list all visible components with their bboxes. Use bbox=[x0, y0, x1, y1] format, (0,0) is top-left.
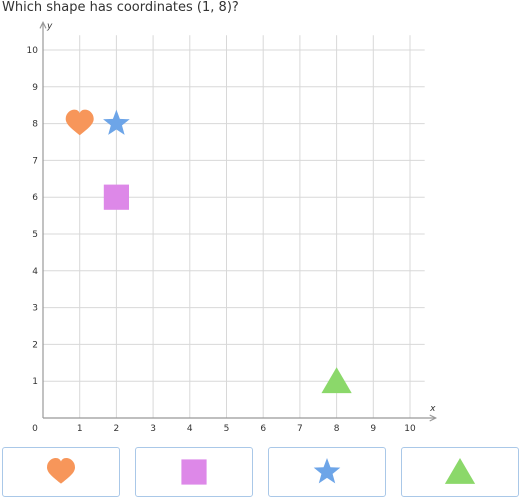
x-tick-label: 2 bbox=[114, 424, 120, 434]
x-tick-label: 6 bbox=[260, 424, 266, 434]
grid-lines bbox=[43, 35, 425, 418]
y-tick-label: 3 bbox=[32, 304, 38, 314]
origin-label: 0 bbox=[32, 424, 38, 434]
y-tick-label: 8 bbox=[32, 120, 38, 130]
square-icon bbox=[181, 459, 207, 485]
x-tick-label: 7 bbox=[297, 424, 303, 434]
question-text: Which shape has coordinates (1, 8)? bbox=[2, 0, 239, 15]
answer-choice-star[interactable] bbox=[268, 447, 386, 497]
x-tick-label: 8 bbox=[334, 424, 340, 434]
x-tick-label: 3 bbox=[150, 424, 156, 434]
coordinate-grid: x y 1 2 3 4 5 6 7 8 9 10 1 2 3 4 5 6 7 8 9 10 0 bbox=[27, 21, 438, 434]
y-tick-label: 7 bbox=[32, 156, 38, 166]
star-icon bbox=[313, 458, 341, 484]
triangle-icon bbox=[444, 458, 476, 484]
x-axis-arrow bbox=[429, 414, 438, 422]
y-axis-label: y bbox=[46, 22, 53, 32]
y-tick-label: 10 bbox=[27, 46, 39, 56]
plotted-shapes bbox=[65, 109, 352, 394]
y-tick-label: 9 bbox=[32, 83, 38, 93]
x-tick-label: 5 bbox=[224, 424, 230, 434]
heart-icon bbox=[47, 458, 75, 484]
y-tick-label: 6 bbox=[32, 193, 38, 203]
answer-choice-square[interactable] bbox=[135, 447, 253, 497]
plotted-heart bbox=[65, 109, 94, 136]
y-tick-label: 2 bbox=[32, 340, 38, 350]
x-tick-label: 4 bbox=[187, 424, 193, 434]
triangle-icon bbox=[444, 458, 476, 484]
axes bbox=[39, 21, 438, 422]
plotted-triangle bbox=[321, 367, 352, 394]
answer-choice-triangle[interactable] bbox=[401, 447, 519, 497]
plotted-star bbox=[103, 109, 130, 135]
x-tick-label: 10 bbox=[404, 424, 416, 434]
star-icon bbox=[313, 458, 341, 484]
heart-icon bbox=[47, 458, 75, 484]
square-icon bbox=[181, 459, 207, 485]
y-tick-label: 5 bbox=[32, 230, 38, 240]
plotted-square bbox=[103, 184, 129, 210]
tick-labels: x y 1 2 3 4 5 6 7 8 9 10 1 2 3 4 5 6 7 8 9 10 0 bbox=[27, 22, 437, 434]
x-axis-label: x bbox=[429, 404, 436, 414]
y-axis-arrow bbox=[39, 21, 47, 29]
x-tick-label: 9 bbox=[370, 424, 376, 434]
x-tick-label: 1 bbox=[77, 424, 83, 434]
answer-choice-heart[interactable] bbox=[2, 447, 120, 497]
y-tick-label: 4 bbox=[32, 267, 38, 277]
y-tick-label: 1 bbox=[32, 377, 38, 387]
